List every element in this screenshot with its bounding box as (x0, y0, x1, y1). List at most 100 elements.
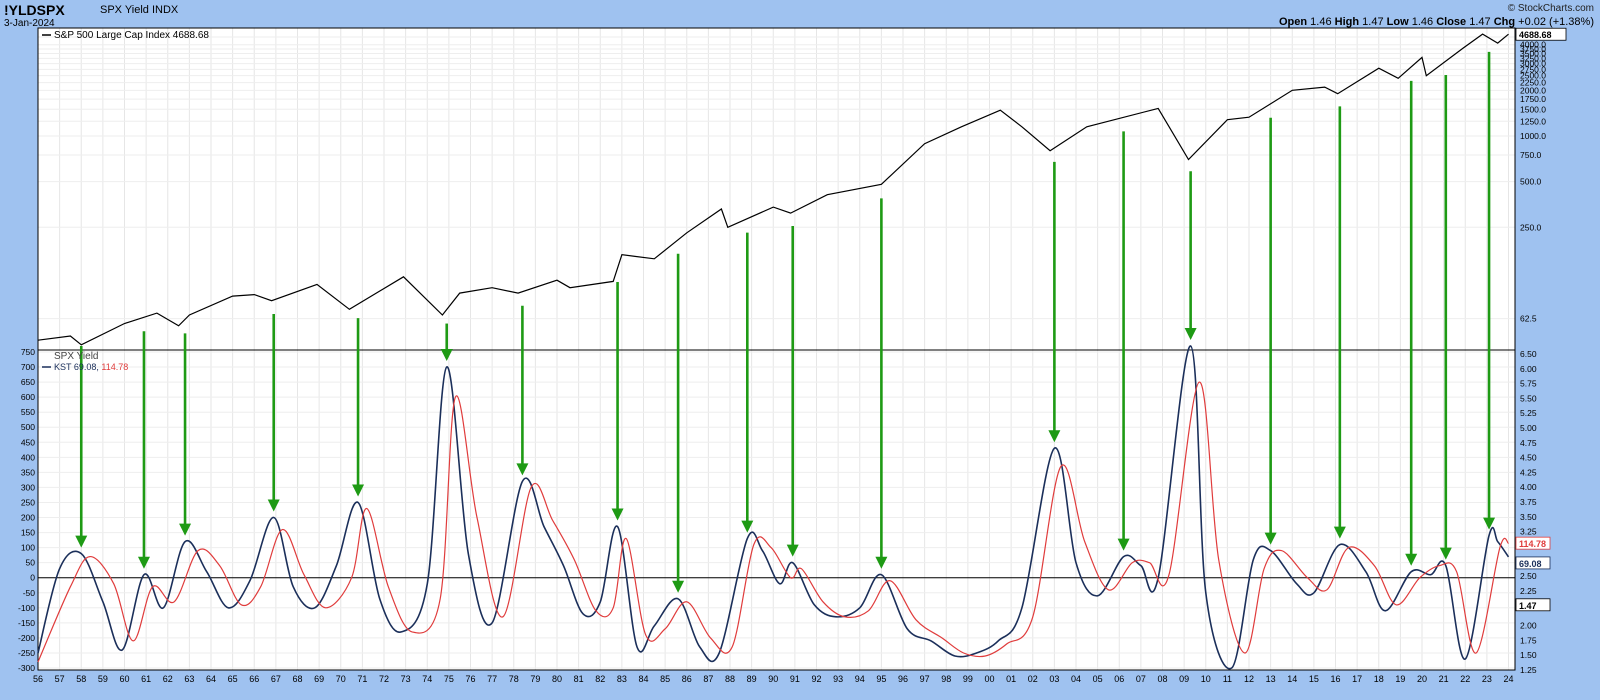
right-y-tick-label: 4.00 (1520, 482, 1537, 492)
chg-value: +0.02 (+1.38%) (1518, 16, 1594, 28)
arrow-head (786, 544, 799, 557)
right-y-tick-label: 1.25 (1520, 665, 1537, 675)
top-y-tick-label: 3500.0 (1520, 48, 1546, 58)
x-tick-label: 56 (33, 674, 43, 684)
x-tick-label: 84 (638, 674, 648, 684)
grid (37, 28, 1515, 670)
x-tick-label: 18 (1374, 674, 1384, 684)
x-tick-label: 67 (271, 674, 281, 684)
bottom-panel-bg (38, 350, 1515, 670)
left-y-tick-label: -200 (18, 633, 35, 643)
top-y-tick-label: 500.0 (1520, 177, 1542, 187)
top-y-tick-label: 4000.0 (1520, 40, 1546, 50)
x-tick-label: 74 (422, 674, 432, 684)
x-tick-label: 06 (1114, 674, 1124, 684)
top-y-tick-label: 1250.0 (1520, 116, 1546, 126)
left-y-tick-label: 350 (21, 467, 35, 477)
right-y-tick-label: 3.25 (1520, 527, 1537, 537)
kst-legend-value: KST 69.08, (54, 362, 101, 372)
kst-series (37, 345, 1510, 670)
arrow-head (1405, 553, 1418, 566)
right-y-tick-label: 5.75 (1520, 379, 1537, 389)
high-value: 1.47 (1362, 16, 1384, 28)
x-tick-label: 64 (206, 674, 216, 684)
right-y-tick-label: 4.25 (1520, 467, 1537, 477)
price-last-value-box (1515, 27, 1567, 41)
right-y-tick-label: 2.50 (1520, 571, 1537, 581)
x-tick-label: 77 (487, 674, 497, 684)
x-tick-label: 02 (1028, 674, 1038, 684)
symbol-title: !YLDSPX (4, 2, 65, 18)
top-y-tick-label: 3250.0 (1520, 53, 1546, 63)
bottom-panel-border (37, 349, 1516, 671)
x-tick-label: 05 (1093, 674, 1103, 684)
x-tick-label: 66 (249, 674, 259, 684)
left-y-tick-label: 700 (21, 362, 35, 372)
x-tick-label: 61 (141, 674, 151, 684)
right-y-tick-label: 4.50 (1520, 453, 1537, 463)
x-tick-label: 76 (465, 674, 475, 684)
x-tick-label: 60 (119, 674, 129, 684)
yield-value-box (1515, 598, 1551, 612)
high-label: High (1334, 16, 1360, 28)
arrow-head (352, 484, 365, 497)
x-tick-label: 88 (725, 674, 735, 684)
top-y-tick-label: 2500.0 (1520, 71, 1546, 81)
symbol-description: SPX Yield INDX (100, 4, 179, 16)
close-label: Close (1436, 16, 1467, 28)
signal-value-box (1515, 536, 1551, 550)
arrow-head (1483, 517, 1496, 530)
x-tick-label: 99 (963, 674, 973, 684)
top-y-tick-label: 62.5 (1520, 314, 1537, 324)
x-tick-label: 03 (1049, 674, 1059, 684)
left-y-tick-label: -300 (18, 663, 35, 673)
axes: 56 57 58 59 60 61 62 63 64 65 66 67 68 69 70 71 72 73 74 75… (18, 27, 1567, 684)
arrow-head (75, 535, 88, 548)
x-tick-label: 01 (1006, 674, 1016, 684)
signal-value: 114.78 (1519, 539, 1546, 549)
x-tick-label: 08 (1158, 674, 1168, 684)
arrow-head (1264, 532, 1277, 545)
x-tick-label: 87 (703, 674, 713, 684)
legends: S&P 500 Large Cap Index 4688.68 SPX Yiel… (42, 30, 209, 372)
price-chart-title: S&P 500 Large Cap Index 4688.68 (54, 30, 209, 41)
left-y-tick-label: 100 (21, 543, 35, 553)
left-y-tick-label: 200 (21, 513, 35, 523)
arrow-head (1048, 430, 1061, 443)
x-tick-label: 68 (292, 674, 302, 684)
x-tick-label: 96 (898, 674, 908, 684)
left-y-tick-label: 400 (21, 452, 35, 462)
chg-label: Chg (1493, 16, 1516, 28)
signal-legend-value: 114.78 (101, 362, 128, 372)
left-y-tick-label: -250 (18, 648, 35, 658)
top-y-tick-label: 250.0 (1520, 222, 1542, 232)
x-tick-label: 89 (747, 674, 757, 684)
x-tick-label: 69 (314, 674, 324, 684)
right-y-tick-label: 6.00 (1520, 364, 1537, 374)
x-tick-label: 80 (552, 674, 562, 684)
x-tick-label: 58 (76, 674, 86, 684)
x-tick-label: 85 (660, 674, 670, 684)
left-y-tick-label: 0 (30, 573, 35, 583)
x-tick-label: 72 (379, 674, 389, 684)
left-y-tick-label: 250 (21, 497, 35, 507)
arrow-head (1333, 526, 1346, 539)
arrow-head (1117, 538, 1130, 551)
x-tick-label: 83 (617, 674, 627, 684)
low-value: 1.46 (1411, 16, 1434, 28)
left-y-tick-label: 300 (21, 482, 35, 492)
left-y-tick-label: 50 (26, 558, 36, 568)
left-y-tick-label: 750 (21, 347, 35, 357)
chart-date: 3-Jan-2024 (4, 18, 55, 29)
x-tick-label: 24 (1504, 674, 1514, 684)
arrow-head (516, 463, 529, 476)
x-tick-label: 71 (357, 674, 367, 684)
x-tick-label: 78 (509, 674, 519, 684)
x-tick-label: 12 (1244, 674, 1254, 684)
x-tick-label: 94 (855, 674, 865, 684)
right-y-tick-label: 1.75 (1520, 635, 1537, 645)
x-tick-label: 91 (790, 674, 800, 684)
right-y-tick-label: 3.50 (1520, 512, 1537, 522)
arrow-head (875, 556, 888, 569)
left-y-tick-label: 600 (21, 392, 35, 402)
